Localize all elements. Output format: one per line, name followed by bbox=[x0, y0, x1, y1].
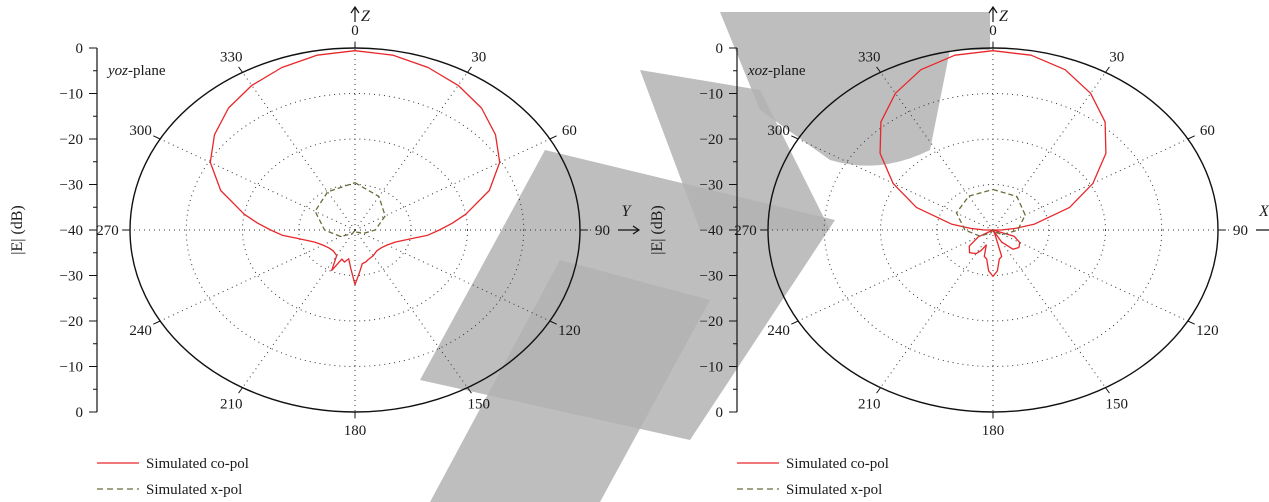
retracted-watermark bbox=[420, 12, 990, 502]
radial-tick-label: −30 bbox=[60, 269, 83, 285]
angle-label: 330 bbox=[858, 50, 881, 66]
watermark-stroke-diagonal-b bbox=[430, 260, 710, 502]
grid-spoke bbox=[354, 138, 551, 231]
up-arrow-icon bbox=[988, 5, 998, 22]
plane-label: xoz-plane bbox=[747, 63, 806, 79]
angle-label: 180 bbox=[982, 423, 1005, 439]
right-arrow-icon bbox=[1256, 229, 1269, 231]
angle-label: 150 bbox=[1106, 396, 1129, 412]
series-line-xpol bbox=[955, 188, 1026, 237]
radial-tick-label: −20 bbox=[60, 132, 83, 148]
radial-tick-label: 0 bbox=[716, 405, 724, 421]
angle-label: 180 bbox=[344, 423, 367, 439]
watermark-stroke-arc bbox=[720, 12, 990, 166]
angle-tick bbox=[1105, 387, 1110, 394]
legend-label: Simulated co-pol bbox=[786, 456, 889, 472]
direction-label-top: Z bbox=[361, 8, 371, 25]
series-line-xpol bbox=[314, 182, 386, 238]
right-arrow-icon bbox=[618, 225, 641, 235]
angle-label: 60 bbox=[1200, 123, 1215, 139]
polar-chart-xoz: 0 30 60 90 120 150 180 210 240 270 300 330 Z X 0 −10 −20… bbox=[649, 5, 1269, 498]
angle-tick bbox=[791, 135, 799, 140]
radial-tick-label: −40 bbox=[700, 223, 723, 239]
series-line-copol bbox=[209, 50, 501, 286]
angle-label: 330 bbox=[220, 50, 243, 66]
series-line-copol bbox=[879, 50, 1107, 278]
legend-label: Simulated x-pol bbox=[146, 482, 242, 498]
grid-spoke bbox=[992, 229, 1106, 388]
angle-label: 150 bbox=[468, 396, 491, 412]
angle-label: 90 bbox=[1233, 223, 1248, 239]
angle-tick bbox=[549, 320, 557, 325]
radial-tick-label: 0 bbox=[76, 405, 84, 421]
angle-tick bbox=[153, 135, 161, 140]
angle-label: 30 bbox=[471, 50, 486, 66]
angle-label: 240 bbox=[767, 323, 790, 339]
angle-label: 300 bbox=[129, 123, 152, 139]
grid-spoke bbox=[797, 138, 994, 231]
direction-label-right: X bbox=[1258, 203, 1269, 220]
angle-tick bbox=[1105, 66, 1110, 73]
grid-spoke bbox=[354, 72, 468, 231]
radial-tick-label: −40 bbox=[60, 223, 83, 239]
angle-label: 210 bbox=[220, 396, 243, 412]
angle-label: 0 bbox=[989, 23, 997, 39]
plane-label: yoz-plane bbox=[106, 63, 166, 79]
radial-tick-label: −30 bbox=[700, 178, 723, 194]
direction-label-top: Z bbox=[999, 8, 1009, 25]
polar-chart-yoz: 0 30 60 90 120 150 180 210 240 270 300 330 Z Y 0 −10 −20… bbox=[9, 5, 641, 498]
radial-tick-label: −10 bbox=[60, 87, 83, 103]
grid-spoke bbox=[992, 138, 1189, 231]
angle-label: 210 bbox=[858, 396, 881, 412]
angle-tick bbox=[238, 66, 243, 73]
angle-tick bbox=[1187, 135, 1195, 140]
angle-tick bbox=[153, 320, 161, 325]
angle-tick bbox=[238, 387, 243, 394]
grid-spoke bbox=[159, 138, 356, 231]
radial-tick-label: −10 bbox=[700, 87, 723, 103]
angle-label: 240 bbox=[129, 323, 152, 339]
y-axis-title: |E| (dB) bbox=[649, 205, 666, 255]
radial-tick-label: 0 bbox=[76, 41, 84, 57]
grid-spoke bbox=[992, 72, 1106, 231]
watermark-stroke-diagonal-c bbox=[640, 70, 830, 230]
legend-label: Simulated x-pol bbox=[786, 482, 882, 498]
angle-tick bbox=[791, 320, 799, 325]
radial-tick-label: 0 bbox=[716, 41, 724, 57]
grid-spoke bbox=[242, 72, 356, 231]
radial-tick-label: −10 bbox=[700, 360, 723, 376]
y-axis-title: |E| (dB) bbox=[9, 205, 26, 255]
legend-label: Simulated co-pol bbox=[146, 456, 249, 472]
grid-spoke bbox=[797, 229, 994, 322]
angle-label: 0 bbox=[351, 23, 359, 39]
radial-tick-label: −10 bbox=[60, 360, 83, 376]
angle-label: 30 bbox=[1109, 50, 1124, 66]
radial-tick-label: −20 bbox=[60, 314, 83, 330]
grid-circle bbox=[823, 93, 1163, 367]
angle-label: 90 bbox=[595, 223, 610, 239]
angle-tick bbox=[876, 387, 881, 394]
angle-label: 120 bbox=[558, 323, 581, 339]
grid-spoke bbox=[992, 229, 1189, 322]
angle-label: 300 bbox=[767, 123, 790, 139]
angle-tick bbox=[876, 66, 881, 73]
direction-label-right: Y bbox=[622, 203, 633, 220]
angle-tick bbox=[549, 135, 557, 140]
radial-tick-label: −30 bbox=[60, 178, 83, 194]
radial-tick-label: −30 bbox=[700, 269, 723, 285]
angle-label: 60 bbox=[562, 123, 577, 139]
grid-spoke bbox=[242, 229, 356, 388]
radial-tick-label: −20 bbox=[700, 314, 723, 330]
angle-label: 120 bbox=[1196, 323, 1219, 339]
grid-circle bbox=[185, 93, 525, 367]
radial-tick-label: −20 bbox=[700, 132, 723, 148]
grid-spoke bbox=[159, 229, 356, 322]
angle-tick bbox=[1187, 320, 1195, 325]
angle-tick bbox=[467, 387, 472, 394]
up-arrow-icon bbox=[350, 5, 360, 22]
angle-label: 270 bbox=[96, 223, 119, 239]
angle-tick bbox=[467, 66, 472, 73]
angle-label: 270 bbox=[734, 223, 757, 239]
